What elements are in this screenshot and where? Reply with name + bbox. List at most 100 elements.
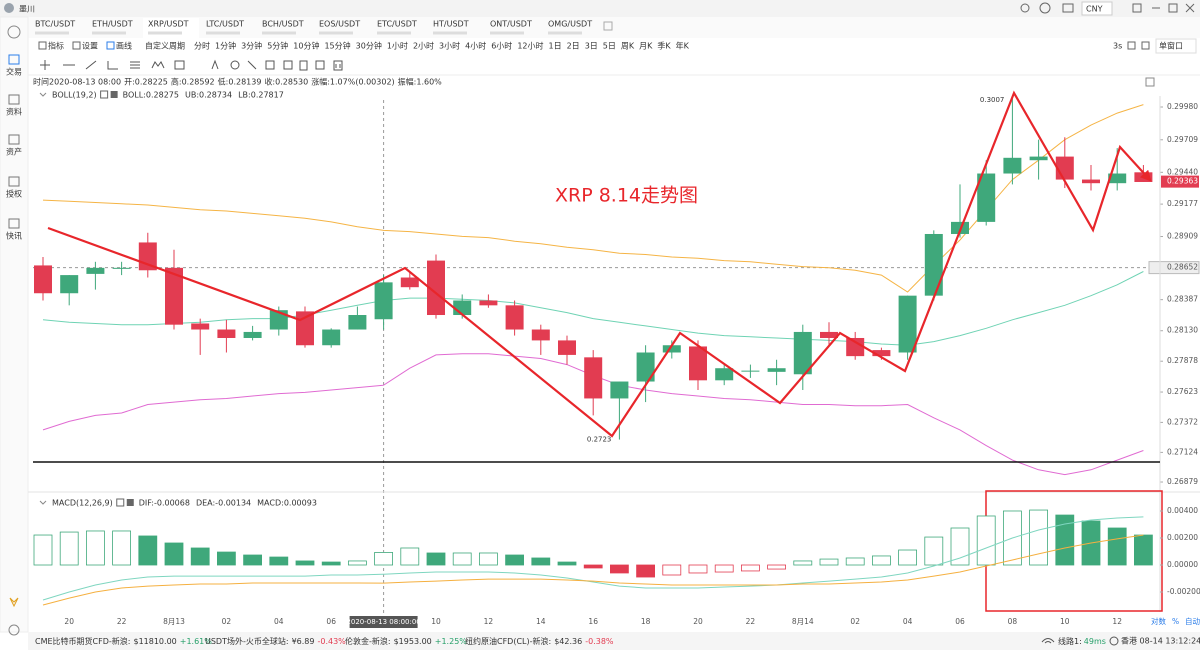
icon-close[interactable]: [1185, 3, 1195, 13]
macd-bar: [190, 547, 210, 566]
icon-refresh[interactable]: [1020, 3, 1030, 13]
icon-settings[interactable]: [8, 624, 20, 636]
period-button[interactable]: 2小时: [413, 41, 434, 51]
tab[interactable]: ETC/USDT: [377, 20, 417, 29]
icon-clock: [1109, 636, 1119, 646]
indicator-settings[interactable]: [100, 90, 109, 99]
period-button[interactable]: 年K: [676, 41, 690, 51]
sidebar-label[interactable]: 交易: [6, 67, 22, 77]
axis-options: 对数% 自动: [1151, 616, 1200, 626]
tool-fib[interactable]: [174, 60, 185, 70]
tab[interactable]: ETH/USDT: [92, 20, 133, 29]
period-button[interactable]: 2日: [567, 42, 580, 51]
period-button[interactable]: 1分钟: [215, 41, 236, 51]
icon-shrink[interactable]: [1141, 41, 1150, 50]
tab[interactable]: LTC/USDT: [206, 20, 244, 29]
avatar[interactable]: [4, 3, 14, 13]
tool-channel[interactable]: [130, 61, 140, 69]
tab-add[interactable]: [603, 21, 613, 31]
x-tick-label: 12: [484, 617, 494, 626]
tool-brush[interactable]: [230, 60, 240, 70]
tool-eye[interactable]: [283, 60, 293, 70]
icon-user[interactable]: [1039, 2, 1051, 14]
tool-save[interactable]: [315, 60, 325, 70]
window-select-bg[interactable]: [1155, 38, 1197, 54]
ohlc-info: 收:0.28530: [264, 77, 308, 87]
period-button[interactable]: 4小时: [465, 41, 486, 51]
period-button[interactable]: 5分钟: [267, 41, 288, 51]
tool-lock[interactable]: [265, 60, 275, 70]
toolbar-button[interactable]: 画线: [116, 41, 132, 51]
period-button[interactable]: 5日: [603, 42, 616, 51]
icon-shirt[interactable]: [1062, 3, 1074, 13]
indicator-settings[interactable]: [116, 498, 125, 507]
macd-bar: [636, 564, 655, 578]
toolbar-button[interactable]: 设置: [82, 41, 98, 51]
currency[interactable]: CNY: [1086, 5, 1103, 14]
tab[interactable]: ONT/USDT: [490, 20, 532, 29]
period-button[interactable]: 30分钟: [356, 41, 382, 51]
period-button[interactable]: 10分钟: [293, 41, 319, 51]
period-button[interactable]: 1日: [549, 42, 562, 51]
tab[interactable]: XRP/USDT: [148, 20, 189, 29]
sidebar-icon[interactable]: [8, 94, 20, 105]
period-button[interactable]: 分时: [194, 41, 210, 51]
currency-select[interactable]: [1081, 1, 1113, 16]
period-button[interactable]: 月K: [639, 42, 653, 51]
refresh-rate[interactable]: 3s: [1113, 42, 1122, 51]
sidebar-label[interactable]: 资产: [6, 147, 22, 157]
tool-text[interactable]: [211, 59, 219, 70]
tool-delete[interactable]: [333, 60, 343, 71]
icon-popout[interactable]: [1132, 3, 1142, 13]
y-tick-label: 0.27372: [1167, 417, 1198, 426]
icon-maximize[interactable]: [1168, 3, 1178, 13]
axis-option[interactable]: %: [1172, 617, 1179, 626]
icon-expand[interactable]: [1127, 41, 1136, 50]
tab[interactable]: BCH/USDT: [262, 20, 304, 29]
crosshair-price-box: [1148, 261, 1200, 275]
ticker-strip: CME比特币期货CFD-新浪: $11810.00 +1.61%USDT场外-火币全…: [35, 636, 1200, 646]
tab[interactable]: HT/USDT: [433, 20, 469, 29]
tab[interactable]: OMG/USDT: [548, 20, 592, 29]
period-button[interactable]: 3分钟: [241, 41, 262, 51]
indicator-close[interactable]: [126, 499, 134, 506]
period-button[interactable]: 周K: [621, 42, 635, 51]
tab[interactable]: EOS/USDT: [319, 20, 360, 29]
icon-vip[interactable]: [9, 597, 19, 608]
custom-period[interactable]: 自定义周期: [145, 41, 185, 51]
period-button[interactable]: 1小时: [387, 41, 408, 51]
sidebar-icon[interactable]: [8, 54, 20, 65]
axis-option[interactable]: 对数: [1151, 616, 1167, 626]
tool-ray[interactable]: [85, 60, 97, 70]
collapse-icon[interactable]: [39, 500, 47, 505]
icon-fullscreen[interactable]: [1145, 77, 1155, 87]
sidebar-label[interactable]: 快讯: [6, 231, 22, 241]
indicator-close[interactable]: [110, 91, 118, 98]
user-name[interactable]: 墨川: [19, 5, 35, 14]
period-button[interactable]: 3日: [585, 42, 598, 51]
period-button[interactable]: 12小时: [517, 41, 543, 51]
toolbar-button[interactable]: 指标: [48, 41, 64, 51]
macd-bar: [216, 551, 236, 566]
period-button[interactable]: 季K: [657, 41, 671, 51]
tool-measure[interactable]: [247, 60, 257, 70]
period-button[interactable]: 3小时: [439, 41, 460, 51]
window-select[interactable]: 单窗口: [1159, 41, 1183, 51]
period-button[interactable]: 6小时: [491, 41, 512, 51]
macd-bar: [924, 536, 944, 566]
sidebar-icon[interactable]: [8, 218, 20, 229]
tool-copy[interactable]: [299, 60, 308, 71]
tool-wave[interactable]: [151, 61, 165, 69]
clock: 香港 08-14 13:12:24: [1121, 636, 1200, 646]
axis-option[interactable]: 自动: [1185, 616, 1200, 626]
period-button[interactable]: 15分钟: [324, 41, 350, 51]
collapse-icon[interactable]: [39, 92, 47, 97]
sidebar-icon[interactable]: [8, 176, 20, 187]
macd-bar: [583, 564, 603, 569]
sidebar-icon[interactable]: [8, 134, 20, 145]
tab[interactable]: BTC/USDT: [35, 20, 75, 29]
tool-cross[interactable]: [40, 60, 50, 70]
tool-angle[interactable]: [107, 61, 118, 70]
sidebar-label[interactable]: 资料: [6, 107, 22, 117]
sidebar-label[interactable]: 授权: [6, 189, 22, 199]
